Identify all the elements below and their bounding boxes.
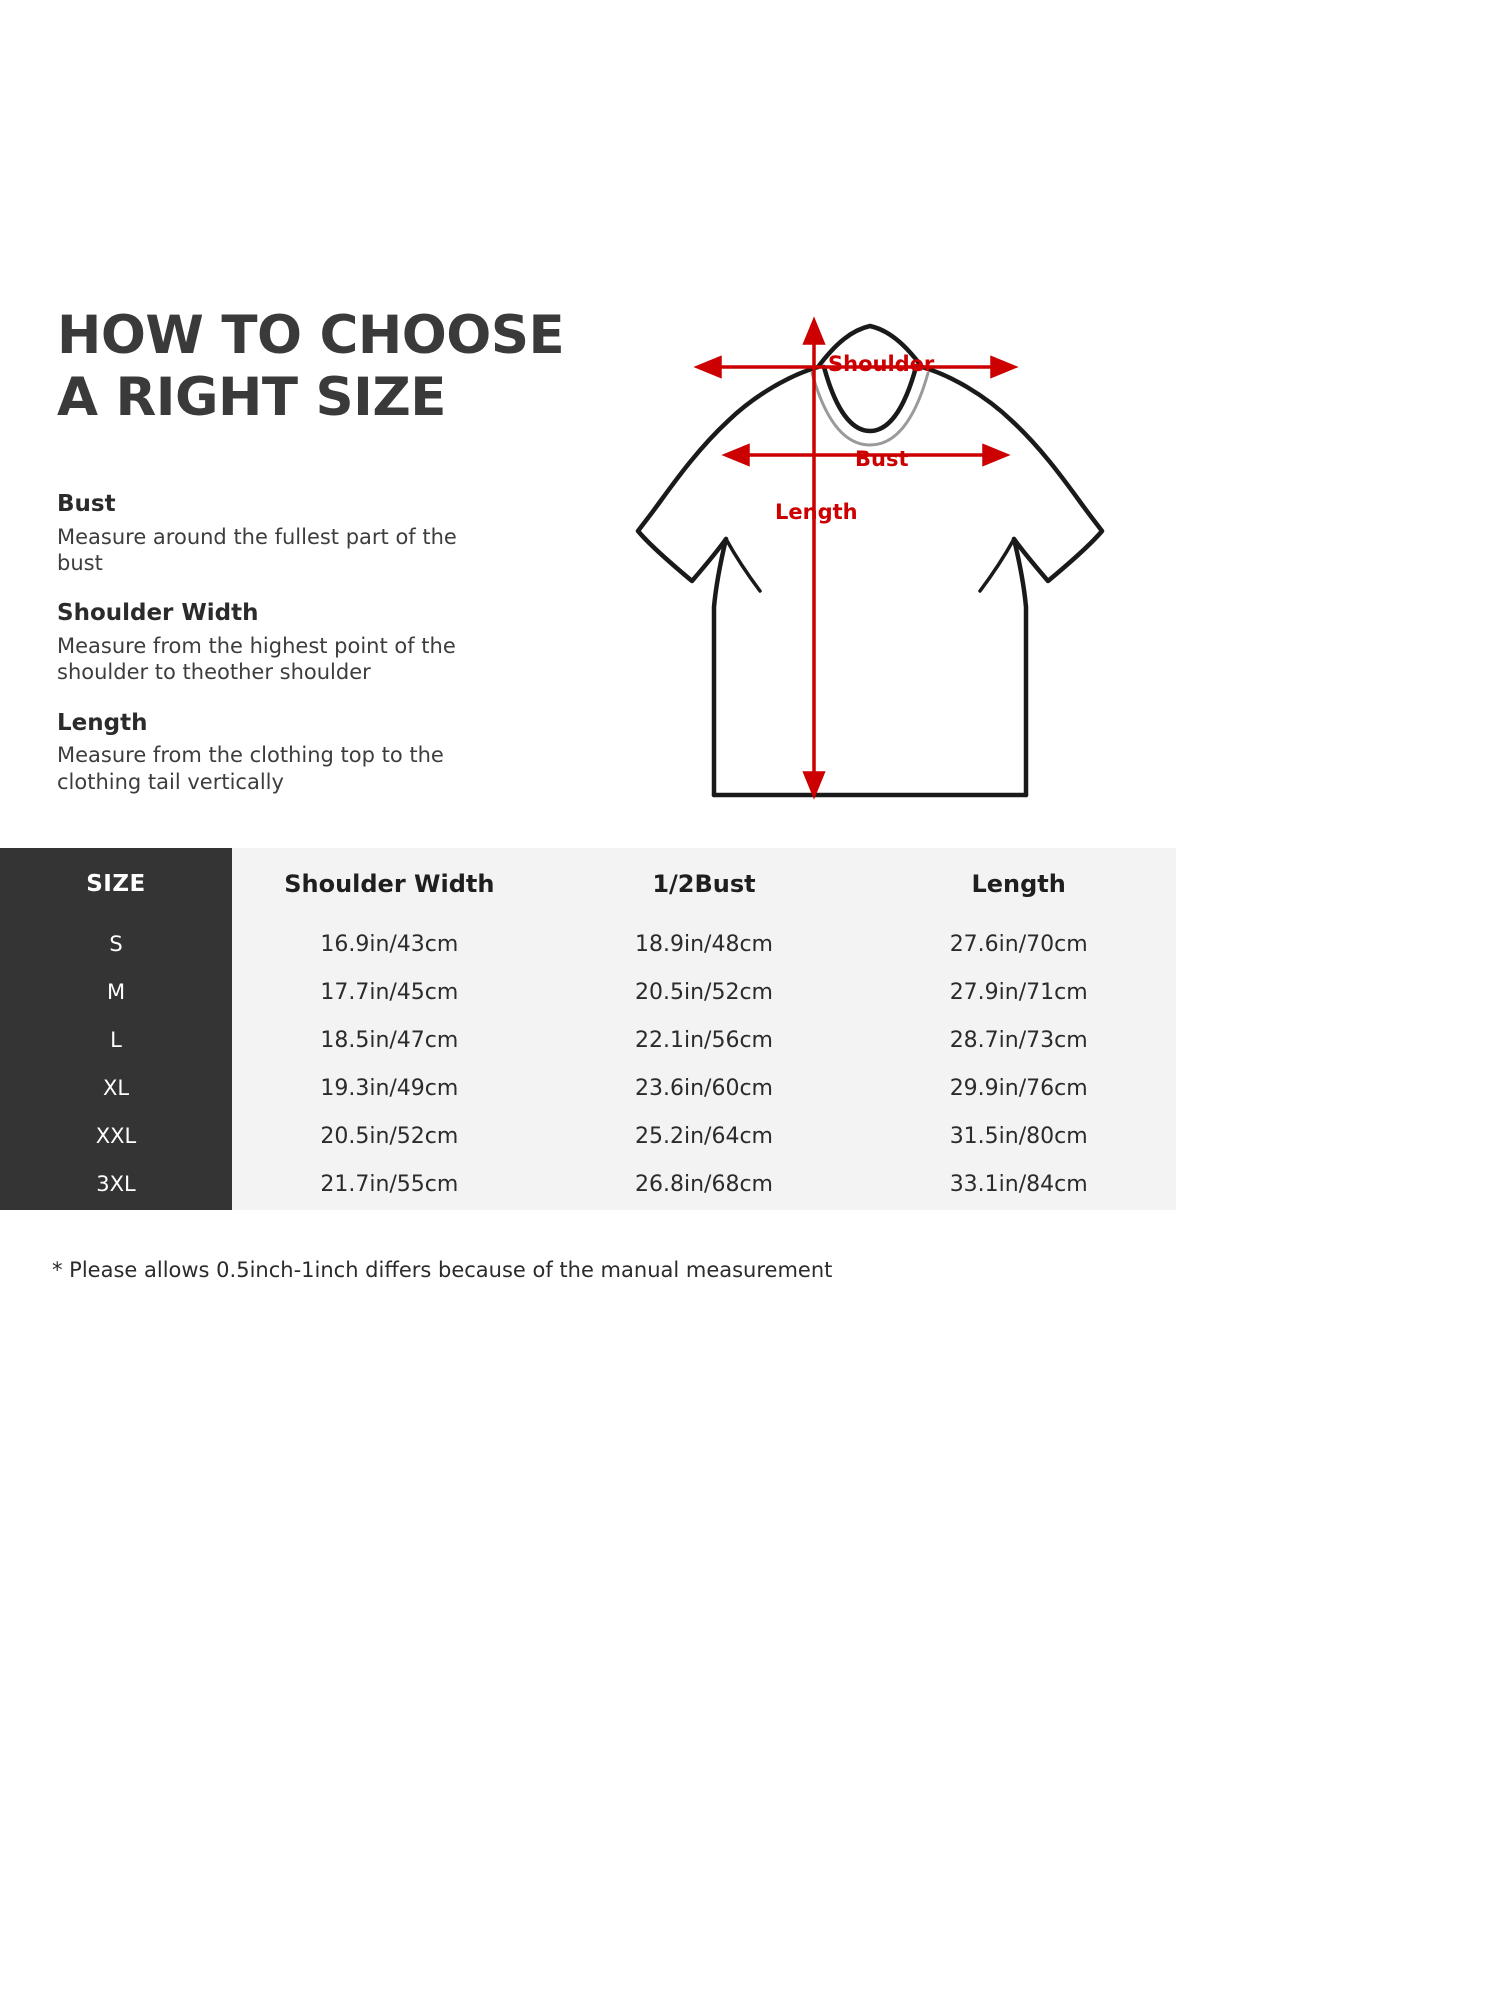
size-cell: S — [109, 932, 123, 956]
measurement-annotations — [693, 316, 1019, 800]
table-row: 19.3in/49cm 23.6in/60cm 29.9in/76cm — [232, 1064, 1176, 1112]
size-chart-card: HOW TO CHOOSE A RIGHT SIZE Bust Measure … — [0, 295, 1176, 1282]
cell-half-bust: 23.6in/60cm — [635, 1075, 773, 1101]
cell-length: 27.9in/71cm — [949, 979, 1088, 1005]
cell-half-bust: 25.2in/64cm — [635, 1123, 773, 1149]
collar-outer-icon — [821, 364, 919, 434]
measurement-definitions: Bust Measure around the fullest part of … — [57, 487, 577, 815]
size-cell: XL — [102, 1076, 130, 1100]
collar-inner-icon — [810, 371, 930, 447]
cell-half-bust: 26.8in/68cm — [635, 1171, 773, 1197]
size-table: SIZE S M L XL XXL 3XL Shoulder Width 1/2… — [0, 848, 1176, 1210]
cell-length: 31.5in/80cm — [949, 1123, 1088, 1149]
cell-half-bust: 18.9in/48cm — [635, 931, 773, 957]
cell-length: 28.7in/73cm — [949, 1027, 1088, 1053]
size-table-size-column: SIZE S M L XL XXL 3XL — [0, 848, 232, 1210]
table-row: 20.5in/52cm 25.2in/64cm 31.5in/80cm — [232, 1112, 1176, 1160]
cell-half-bust: 22.1in/56cm — [635, 1027, 773, 1053]
shoulder-arrow-right-icon — [990, 355, 1019, 379]
definition-bust: Bust Measure around the fullest part of … — [57, 487, 577, 576]
size-cell: XXL — [95, 1124, 137, 1148]
page-title-line-2: A RIGHT SIZE — [57, 367, 447, 428]
column-header-shoulder-width: Shoulder Width — [284, 870, 495, 898]
table-row: 16.9in/43cm 18.9in/48cm 27.6in/70cm — [232, 920, 1176, 968]
shoulder-arrow-left-icon — [693, 355, 722, 379]
cell-shoulder-width: 21.7in/55cm — [320, 1171, 459, 1197]
annotation-label-shoulder: Shoulder — [828, 352, 935, 376]
annotation-label-length: Length — [775, 500, 858, 524]
annotation-label-bust: Bust — [855, 447, 909, 471]
definition-description: Measure from the clothing top to the clo… — [57, 743, 444, 794]
tshirt-outline-icon — [635, 323, 1105, 798]
cell-shoulder-width: 19.3in/49cm — [320, 1075, 459, 1101]
definition-term: Bust — [57, 491, 116, 517]
cell-half-bust: 20.5in/52cm — [635, 979, 773, 1005]
size-column-header: SIZE — [86, 871, 146, 897]
length-arrow-top-icon — [802, 316, 826, 345]
sleeve-seam-left-icon — [724, 537, 762, 593]
table-row: 21.7in/55cm 26.8in/68cm 33.1in/84cm — [232, 1160, 1176, 1208]
cell-shoulder-width: 18.5in/47cm — [320, 1027, 459, 1053]
size-cell: M — [106, 980, 126, 1004]
page-title: HOW TO CHOOSE A RIGHT SIZE — [57, 305, 617, 429]
table-row: 18.5in/47cm 22.1in/56cm 28.7in/73cm — [232, 1016, 1176, 1064]
table-header-row: Shoulder Width 1/2Bust Length — [232, 848, 1176, 920]
size-table-data-column: Shoulder Width 1/2Bust Length 16.9in/43c… — [232, 848, 1176, 1210]
tshirt-illustration — [635, 316, 1105, 800]
size-cell: 3XL — [96, 1172, 136, 1196]
definition-length: Length Measure from the clothing top to … — [57, 706, 577, 795]
cell-shoulder-width: 16.9in/43cm — [320, 931, 459, 957]
column-header-half-bust: 1/2Bust — [652, 870, 756, 898]
cell-shoulder-width: 20.5in/52cm — [320, 1123, 459, 1149]
column-header-length: Length — [971, 870, 1066, 898]
cell-length: 29.9in/76cm — [949, 1075, 1088, 1101]
length-arrow-bottom-icon — [802, 771, 826, 800]
cell-length: 33.1in/84cm — [949, 1171, 1088, 1197]
sleeve-seam-right-icon — [978, 537, 1016, 593]
table-row: 17.7in/45cm 20.5in/52cm 27.9in/71cm — [232, 968, 1176, 1016]
size-cell: L — [110, 1028, 122, 1052]
definition-term: Length — [57, 709, 148, 736]
cell-shoulder-width: 17.7in/45cm — [320, 979, 459, 1005]
page-title-line-1: HOW TO CHOOSE — [57, 305, 565, 366]
definition-description: Measure around the fullest part of the b… — [57, 524, 457, 575]
cell-length: 27.6in/70cm — [949, 931, 1088, 957]
definition-term: Shoulder Width — [57, 600, 259, 627]
tshirt-diagram: Shoulder Bust Length — [600, 295, 1130, 815]
bust-arrow-left-icon — [721, 443, 750, 467]
definition-shoulder-width: Shoulder Width Measure from the highest … — [57, 596, 577, 685]
definition-description: Measure from the highest point of the sh… — [57, 633, 456, 685]
measurement-disclaimer-note: * Please allows 0.5inch-1inch differs be… — [52, 1258, 833, 1282]
bust-arrow-right-icon — [982, 443, 1011, 467]
